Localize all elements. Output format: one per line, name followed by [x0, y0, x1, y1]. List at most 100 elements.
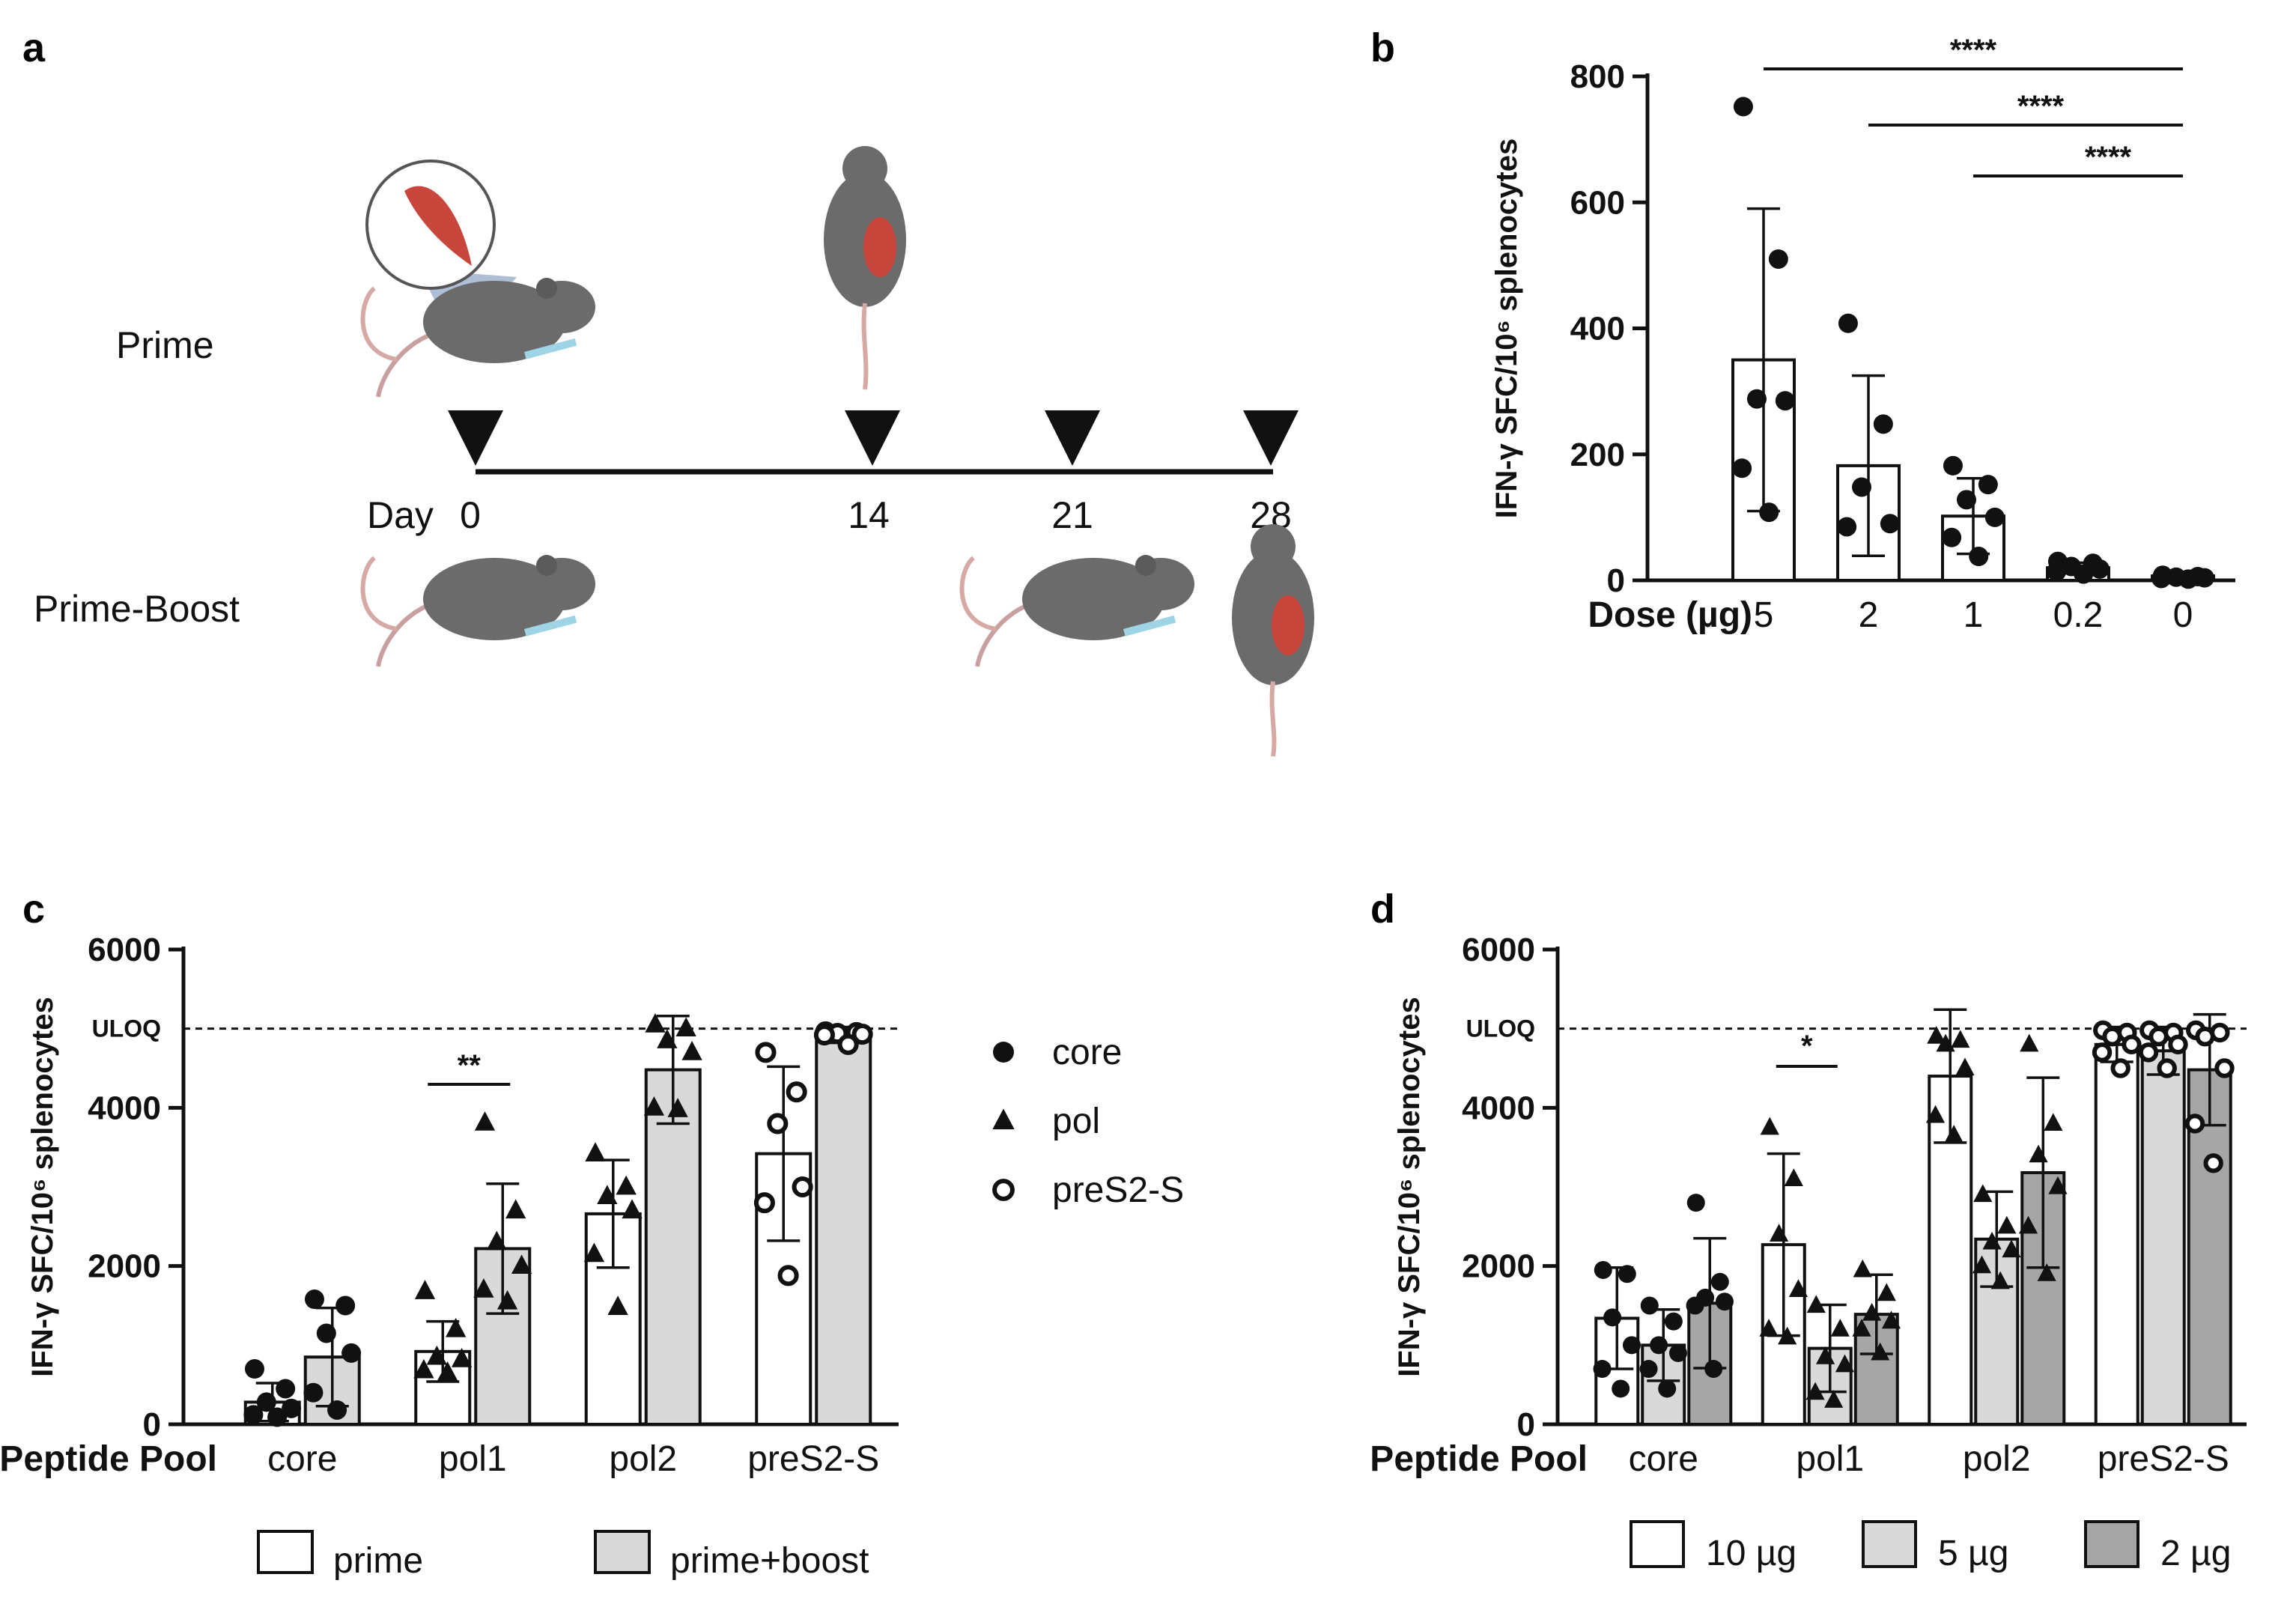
data-point — [1942, 527, 1962, 547]
data-point — [667, 1098, 688, 1117]
x-tick-label: 0 — [2173, 595, 2193, 635]
legend-marker — [992, 1108, 1015, 1130]
data-point — [341, 1343, 362, 1363]
data-point — [1862, 1302, 1882, 1321]
data-point — [1658, 1379, 1677, 1398]
data-point — [1984, 507, 2005, 527]
legend-swatch — [1630, 1520, 1685, 1568]
data-point — [1830, 1319, 1850, 1337]
mouse-topview-icon-2 — [1232, 524, 1314, 757]
data-point — [2168, 1034, 2188, 1055]
data-point — [1775, 391, 1795, 411]
data-point — [1784, 1168, 1803, 1187]
data-point — [1944, 1125, 1964, 1143]
x-tick-label: preS2-S — [2098, 1439, 2229, 1479]
bar — [2140, 1049, 2186, 1426]
data-point — [2074, 564, 2094, 584]
data-point — [767, 1113, 789, 1134]
data-point — [1853, 1259, 1872, 1278]
data-point — [1880, 514, 1900, 534]
data-point — [276, 1379, 296, 1399]
data-point — [1668, 1343, 1687, 1362]
data-point — [496, 1289, 518, 1310]
y-axis-title: IFN-γ SFC/10⁶ splenocytes — [26, 997, 59, 1376]
data-point — [2214, 1058, 2235, 1078]
significance-label: **** — [2085, 141, 2132, 174]
data-point — [786, 1081, 807, 1103]
legend-label: prime+boost — [670, 1541, 869, 1581]
data-point — [1686, 1296, 1704, 1315]
data-point — [2102, 1027, 2122, 1047]
data-point — [777, 1265, 799, 1287]
data-point — [426, 1345, 447, 1365]
data-point — [1650, 1336, 1668, 1355]
legend-label: 2 µg — [2160, 1534, 2231, 1573]
data-point — [755, 1042, 777, 1063]
panel-label-a: a — [22, 25, 46, 70]
data-point — [1760, 1117, 1779, 1135]
legend-label: prime — [333, 1541, 423, 1581]
data-point — [1851, 477, 1871, 497]
data-point — [1603, 1308, 1622, 1327]
significance-label: **** — [1950, 34, 1997, 67]
data-point — [2020, 1033, 2039, 1052]
data-point — [2092, 1042, 2113, 1063]
data-point — [645, 1013, 666, 1033]
data-point — [1927, 1026, 1946, 1044]
y-tick-label: 2000 — [88, 1248, 161, 1285]
significance-label: * — [1801, 1030, 1813, 1063]
panel-label-c: c — [22, 887, 45, 932]
data-point — [1640, 1296, 1659, 1315]
y-axis-title: IFN-γ SFC/10⁶ splenocytes — [1490, 139, 1523, 518]
chart-b-dose-response: 0 200 400 600 800 IFN-γ SFC/10⁶ splenocytes 5 2… — [1490, 34, 2235, 635]
significance-label: **** — [2017, 90, 2065, 123]
data-point — [792, 1176, 813, 1198]
data-point — [414, 1280, 436, 1299]
data-point — [2029, 1144, 2048, 1163]
data-point — [1877, 1283, 1896, 1301]
data-point — [1943, 455, 1963, 476]
data-point — [1969, 547, 1989, 567]
data-point — [1769, 1224, 1789, 1242]
mouse-topview-icon — [824, 146, 906, 390]
data-point — [2037, 1263, 2056, 1281]
legend-label: core — [1052, 1033, 1122, 1072]
mouse-injection-icon — [360, 278, 595, 398]
timepoint-marker-21 — [1045, 410, 1100, 466]
data-point — [1746, 389, 1767, 409]
legend-label: 5 µg — [1938, 1534, 2008, 1573]
data-point — [327, 1400, 347, 1420]
legend-marker — [992, 1179, 1015, 1201]
data-point — [851, 1024, 873, 1045]
data-point — [2048, 1176, 2068, 1194]
data-point — [282, 1398, 302, 1418]
data-point — [335, 1295, 356, 1316]
data-point — [2195, 1027, 2215, 1047]
schematic: Prime Prime-Boost Day 0 14 21 28 — [34, 146, 1314, 757]
legend-swatch — [257, 1530, 314, 1574]
data-point — [1955, 1057, 1975, 1076]
data-point — [2194, 568, 2214, 588]
mouse-injection-icon-3 — [959, 555, 1194, 667]
data-point — [607, 1295, 628, 1315]
data-point — [316, 1323, 336, 1343]
data-point — [1956, 490, 1976, 510]
panel-label-d: d — [1370, 887, 1395, 932]
legend-label: preS2-S — [1052, 1170, 1184, 1210]
data-point — [1815, 1346, 1835, 1364]
data-point — [486, 1230, 507, 1251]
x-tick-label: 5 — [1754, 595, 1774, 635]
chart-d-dose-comparison: 0 2000 4000 6000 IFN-γ SFC/10⁶ splenocytes UL… — [1370, 932, 2247, 1573]
prime-boost-label: Prime-Boost — [34, 588, 240, 630]
y-tick-label: 0 — [1607, 562, 1625, 599]
panel-label-b: b — [1370, 25, 1395, 70]
data-point — [473, 1278, 494, 1298]
data-point — [1710, 1272, 1729, 1291]
data-point — [2148, 1027, 2169, 1047]
data-point — [585, 1142, 606, 1161]
data-point — [583, 1242, 605, 1263]
day-label: Day — [367, 494, 434, 536]
data-point — [2044, 1113, 2063, 1131]
data-point — [1871, 1342, 1890, 1361]
data-point — [2002, 1239, 2021, 1258]
